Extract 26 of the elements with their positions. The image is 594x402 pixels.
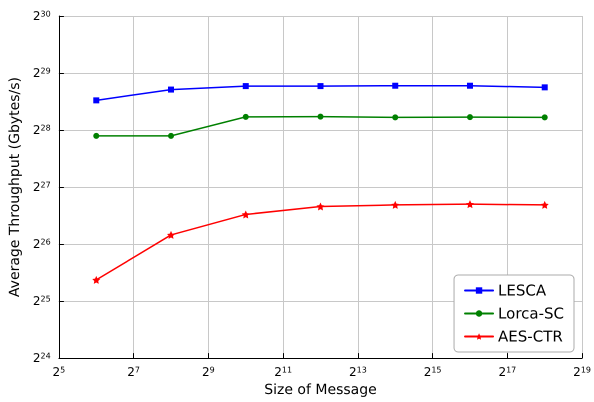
point (242, 83, 249, 90)
point (542, 84, 548, 90)
point (167, 230, 176, 239)
legend-label: AES-CTR (498, 328, 563, 346)
point (392, 82, 398, 89)
legend-label: Lorca-SC (498, 304, 564, 322)
point (316, 202, 324, 210)
point (466, 82, 473, 89)
point (93, 132, 100, 139)
point (318, 114, 324, 120)
point (466, 114, 473, 120)
point (168, 86, 174, 93)
point (242, 210, 250, 218)
point (391, 200, 400, 209)
point (392, 114, 398, 120)
point (540, 200, 549, 209)
point (92, 276, 100, 284)
point (242, 114, 249, 120)
legend-label: LESCA (498, 282, 547, 300)
point (466, 200, 474, 208)
x-axis-title: Size of Message (264, 382, 377, 398)
point (168, 132, 174, 139)
point (542, 114, 548, 120)
point (317, 83, 324, 90)
y-axis-title: Average Throughput (Gbytes/s) (7, 77, 23, 298)
point (93, 97, 100, 104)
